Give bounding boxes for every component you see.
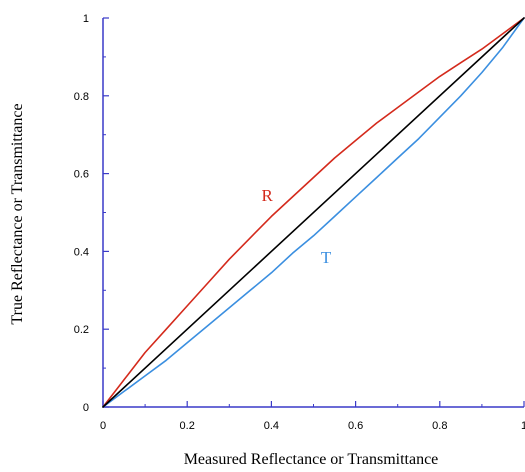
y-tick-label: 0.4: [74, 246, 89, 258]
x-tick-label: 0.2: [180, 420, 195, 432]
series-line-reference: [102, 17, 525, 408]
y-tick-label: 0.6: [74, 169, 89, 181]
y-ticks: 0 0.2 0.4 0.6 0.8 1: [74, 13, 109, 414]
y-axis-title: True Reflectance or Transmittance: [9, 103, 26, 324]
y-tick-label: 0: [83, 402, 89, 414]
y-tick-label: 0.8: [74, 91, 89, 103]
x-tick-label: 0.8: [432, 420, 447, 432]
series-layer: [102, 17, 525, 408]
series-labels: RT: [262, 186, 332, 267]
x-tick-label: 0.4: [264, 420, 279, 432]
x-ticks: 0 0.2 0.4 0.6 0.8 1: [100, 401, 525, 432]
x-tick-label: 1: [521, 420, 525, 432]
x-tick-label: 0: [100, 420, 106, 432]
series-line-r: [102, 17, 525, 408]
plot-area: 00.20.40.60.81 0 0.2 0.4 0.6 0.8 1 RT: [74, 13, 525, 432]
y-tick-label: 1: [83, 13, 89, 25]
y-tick-label: 0.2: [74, 324, 89, 336]
x-tick-label: 0.6: [348, 420, 363, 432]
series-label-t: T: [321, 248, 332, 267]
series-label-r: R: [262, 186, 274, 205]
x-axis-title: Measured Reflectance or Transmittance: [184, 451, 439, 468]
series-line-t: [102, 17, 525, 408]
